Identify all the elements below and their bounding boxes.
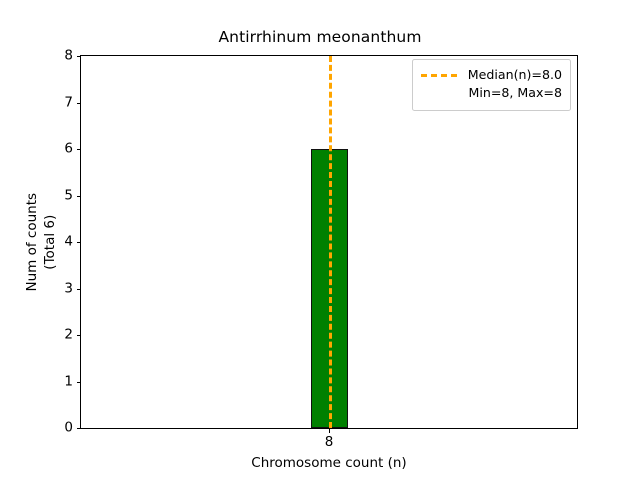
y-tick-label: 7 xyxy=(64,93,73,110)
legend-median-line-swatch xyxy=(421,67,457,83)
y-axis-label: Num of counts (Total 6) xyxy=(20,55,62,429)
plot-inner xyxy=(81,56,577,428)
legend-entry-minmax: Min=8, Max=8 xyxy=(468,85,562,101)
y-tick-mark xyxy=(76,242,81,243)
median-line xyxy=(329,56,332,428)
legend-entry-median: Median(n)=8.0 xyxy=(467,67,562,82)
x-tick-label: 8 xyxy=(324,434,334,450)
y-tick-mark xyxy=(76,288,81,290)
x-tick-mark xyxy=(329,428,330,433)
y-tick-label: 6 xyxy=(64,140,73,157)
chart-legend: Median(n)=8.0 Min=8, Max=8 xyxy=(412,59,571,111)
y-axis-label-line2: (Total 6) xyxy=(42,214,58,270)
y-tick-mark xyxy=(76,335,81,336)
y-tick-label: 3 xyxy=(64,279,73,296)
y-tick-mark xyxy=(76,102,81,104)
y-tick-mark xyxy=(76,381,81,383)
y-tick-mark xyxy=(76,56,81,57)
y-axis-label-line1: Num of counts xyxy=(23,192,40,292)
y-tick-mark xyxy=(76,428,81,429)
y-tick-mark xyxy=(76,149,81,150)
legend-text: Median(n)=8.0 Min=8, Max=8 xyxy=(464,66,562,103)
plot-area: 0 1 2 3 4 5 6 7 8 8 xyxy=(64,49,578,449)
y-tick-label: 1 xyxy=(64,372,73,389)
y-tick-label: 5 xyxy=(64,186,73,203)
y-tick-label: 2 xyxy=(64,326,73,343)
y-tick-label: 4 xyxy=(64,233,73,250)
y-tick-label: 0 xyxy=(64,419,73,436)
y-tick-label: 8 xyxy=(64,47,73,64)
x-axis-label: Chromosome count (n) xyxy=(251,455,407,471)
chart-title: Antirrhinum meonanthum xyxy=(218,28,422,46)
y-tick-mark xyxy=(76,195,81,197)
y-axis-label-text: Num of counts (Total 6) xyxy=(23,193,59,292)
